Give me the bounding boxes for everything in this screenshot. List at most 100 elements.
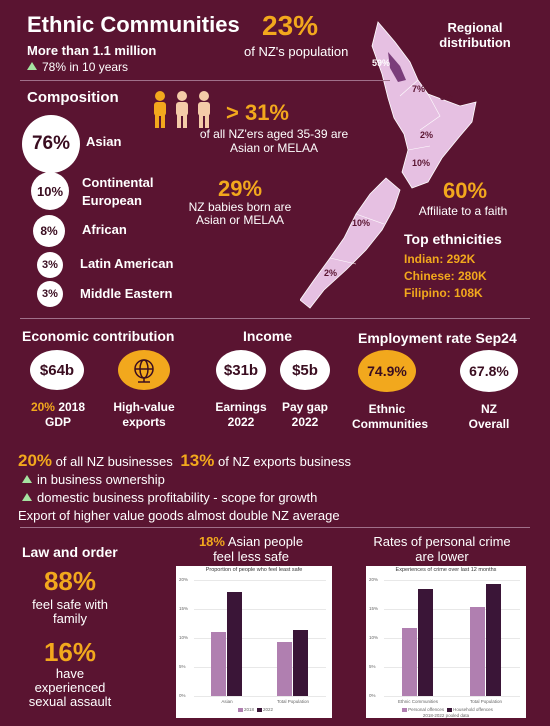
gridline <box>194 609 326 610</box>
assault-value: 16% <box>43 637 97 667</box>
y-tick-label: 15% <box>179 606 189 611</box>
earnings-label: Earnings 2022 <box>215 400 267 429</box>
legend-swatch <box>237 707 243 712</box>
babies-value: 29% <box>217 176 263 201</box>
babies-text: NZ babies born are Asian or MELAA <box>188 200 292 227</box>
list-item: Indian: 292K <box>404 252 476 266</box>
top-ethnicities-list: Indian: 292K Chinese: 280K Filipino: 108… <box>404 251 487 302</box>
map-region-pct: 3% <box>440 92 454 102</box>
faith-text: Affiliate to a faith <box>418 204 508 218</box>
ethnic-employment-value: 74.9% <box>358 350 416 392</box>
legend-label: 2022 <box>263 707 274 712</box>
business-line: 20% of all NZ businesses 13% of NZ expor… <box>18 451 351 471</box>
exports-text: of NZ exports business <box>218 454 351 469</box>
gridline <box>194 667 326 668</box>
gridline <box>384 609 520 610</box>
map-title: Regional distribution <box>420 20 530 50</box>
gdp-label-line2: GDP <box>44 415 71 429</box>
crime-header: Rates of personal crime are lower <box>352 534 532 564</box>
business-pct: 20% <box>18 451 53 470</box>
legend: Personal offences Household offences <box>366 707 526 712</box>
top-ethnicities-title: Top ethnicities <box>404 231 502 247</box>
composition-label: African <box>82 222 127 237</box>
header-line: Rates of personal crime <box>373 534 511 549</box>
x-tick-label: Ethnic Communities <box>397 699 438 704</box>
bar <box>486 584 502 696</box>
population-text: More than 1.1 million <box>27 43 157 58</box>
nz-employment-value: 67.8% <box>460 350 518 392</box>
gridline <box>194 638 326 639</box>
faith-value: 60% <box>442 178 488 203</box>
bar <box>211 632 226 696</box>
gridline <box>194 580 326 581</box>
list-item: Chinese: 280K <box>404 269 487 283</box>
bullet-item: in business ownership <box>22 472 165 487</box>
gdp-year: 2018 <box>58 400 86 414</box>
chart-title: Experiences of crime over last 12 months <box>395 567 497 573</box>
y-tick-label: 0% <box>369 693 376 698</box>
safe-text: feel safe with family <box>32 597 108 626</box>
employment-title: Employment rate Sep24 <box>358 330 517 346</box>
exports-pct: 13% <box>180 451 215 470</box>
bullet-text: domestic business profitability - scope … <box>37 490 318 505</box>
people-icon <box>154 91 210 128</box>
south-island <box>300 177 401 309</box>
share-text: of NZ's population <box>244 44 349 59</box>
chart-title: Proportion of people who feel least safe <box>205 567 303 573</box>
growth-text: 78% in 10 years <box>27 60 128 74</box>
nz-map <box>300 21 477 309</box>
divider <box>20 527 530 528</box>
y-tick-label: 20% <box>369 577 379 582</box>
gridline <box>384 580 520 581</box>
aged-value: > 31% <box>226 100 289 125</box>
crime-chart: Experiences of crime over last 12 months… <box>366 566 526 718</box>
map-region-pct: 2% <box>420 130 434 140</box>
legend: 2018 2022 <box>176 707 332 712</box>
composition-circle: 10% <box>31 172 69 210</box>
legend-swatch <box>447 707 453 712</box>
y-tick-label: 15% <box>369 606 379 611</box>
chart-note: 2018-2022 pooled data <box>422 713 470 718</box>
earnings-value: $31b <box>216 350 266 390</box>
page-title: Ethnic Communities <box>27 12 240 37</box>
x-tick-label: Total Population <box>469 699 503 704</box>
safety-chart: Proportion of people who feel least safe… <box>176 566 332 718</box>
paygap-value: $5b <box>280 350 330 390</box>
asian-safety-pct: 18% <box>198 534 225 549</box>
legend-label: 2018 <box>243 707 254 712</box>
legend-label: Household offences <box>453 707 493 712</box>
composition-label: Asian <box>86 134 122 149</box>
y-tick-label: 0% <box>179 693 186 698</box>
income-title: Income <box>243 328 293 344</box>
composition-title: Composition <box>27 89 119 106</box>
gridline <box>194 696 326 697</box>
composition-circle: 8% <box>33 215 65 247</box>
map-region-pct: 7% <box>412 84 426 94</box>
composition-circle: 3% <box>37 281 63 307</box>
globe-icon <box>134 359 154 383</box>
north-island <box>371 21 477 189</box>
legend-swatch <box>257 707 262 712</box>
composition-label: Continental European <box>82 175 154 208</box>
y-tick-label: 10% <box>179 635 189 640</box>
bar <box>418 588 434 696</box>
globe-icon-circle <box>118 350 170 390</box>
north-island-borders <box>399 79 441 151</box>
bar <box>293 630 308 696</box>
gridline <box>384 696 520 697</box>
nz-employment-label: NZ Overall <box>468 402 510 431</box>
up-triangle-icon <box>27 62 37 70</box>
gridline <box>384 638 520 639</box>
south-island-borders <box>329 213 385 265</box>
header-line: 18% Asian people <box>176 534 326 549</box>
header-line: feel less safe <box>213 549 289 564</box>
y-tick-label: 5% <box>369 664 376 669</box>
business-footer: Export of higher value goods almost doub… <box>18 508 340 523</box>
bar <box>469 606 485 696</box>
composition-label: Latin American <box>80 256 174 271</box>
list-item: Filipino: 108K <box>404 286 483 300</box>
bullet-text: in business ownership <box>37 472 165 487</box>
gdp-pct: 20% <box>30 400 55 414</box>
gdp-label: 20% 2018 GDP <box>10 400 106 430</box>
